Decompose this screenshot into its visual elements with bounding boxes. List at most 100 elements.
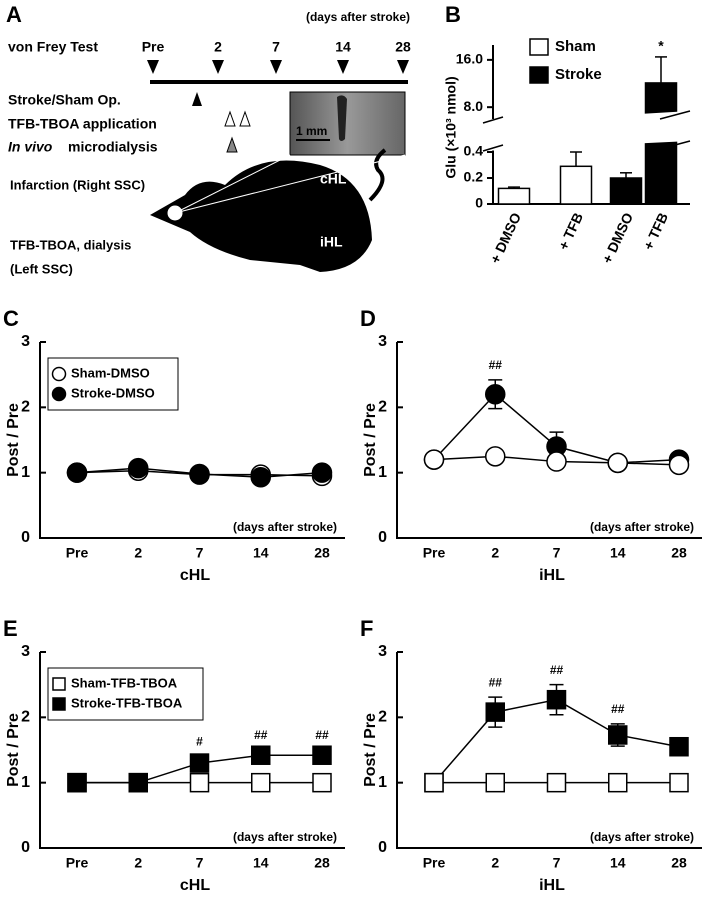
marker: [66, 462, 88, 483]
marker: [189, 463, 210, 485]
legend-label: Stroke-DMSO: [71, 385, 155, 400]
y-tick-label: 1: [21, 774, 30, 791]
legend-swatch: [52, 697, 66, 711]
bar: [559, 165, 593, 205]
timeline-label: 2: [214, 39, 222, 55]
note: (days after stroke): [233, 830, 337, 844]
x-tick-label: 2: [491, 545, 499, 561]
legend-label: Stroke-TFB-TBOA: [71, 695, 183, 710]
marker: [669, 772, 689, 793]
marker: [128, 772, 148, 793]
axes: [396, 652, 702, 849]
marker: [485, 702, 505, 722]
panel-letter: A: [6, 2, 22, 27]
legend-swatch: [529, 38, 549, 56]
y-tick-label: 1: [378, 774, 387, 791]
marker: [251, 772, 271, 793]
marker: [189, 753, 210, 773]
row-label: TFB-TBOA application: [8, 116, 157, 132]
row-label: In vivo: [8, 139, 53, 155]
bar: [609, 177, 643, 205]
legend-label: Sham-TFB-TBOA: [71, 675, 178, 690]
x-tick-label: 2: [134, 545, 142, 561]
x-tick-label: 14: [253, 545, 269, 561]
y-tick-label: 0: [21, 839, 30, 856]
test-label: von Frey Test: [8, 39, 98, 55]
y-label: Post / Pre: [5, 713, 22, 787]
marker: [67, 772, 87, 793]
annotation: *: [658, 38, 664, 54]
dialysis-arrow: [226, 136, 238, 153]
y-tick-label: 2: [21, 709, 30, 726]
inset-line: [174, 154, 406, 214]
row-label: microdialysis: [68, 139, 158, 155]
x-tick-label: + TFB: [555, 210, 586, 252]
tfb-arrows: [224, 110, 251, 127]
timeline-label: 7: [272, 39, 280, 55]
note: (days after stroke): [233, 520, 337, 534]
marker: [250, 466, 271, 488]
x-tick-label: 2: [134, 855, 142, 871]
side-label: (Left SSC): [10, 261, 73, 276]
x-tick-label: 28: [314, 855, 330, 871]
bar: [497, 187, 531, 205]
x-tick-label: Pre: [66, 855, 89, 871]
marker: [311, 462, 333, 483]
legend-swatch: [51, 386, 67, 402]
note: (days after stroke): [590, 830, 694, 844]
marker: [608, 772, 628, 793]
scale-label: 1 mm: [296, 124, 327, 138]
y-tick-label: 0.2: [464, 169, 484, 185]
marker: [668, 454, 690, 476]
y-tick-label: 3: [21, 333, 30, 350]
marker: [607, 452, 628, 474]
infarction-label: Infarction (Right SSC): [10, 177, 145, 192]
y-label: Post / Pre: [362, 403, 379, 477]
marker: [128, 457, 149, 479]
legend-label: Stroke: [555, 66, 602, 83]
x-label: cHL: [180, 567, 210, 584]
legend-label: Sham-DMSO: [71, 365, 150, 380]
x-tick-label: Pre: [66, 545, 89, 561]
timeline-label: 14: [335, 39, 351, 55]
marker: [424, 772, 444, 793]
x-tick-label: 14: [610, 545, 626, 561]
legend-swatch: [52, 677, 66, 691]
y-tick-label: 0.4: [464, 143, 484, 159]
y-tick-label: 1: [21, 464, 30, 481]
marker: [546, 451, 567, 472]
panel-letter: D: [360, 306, 376, 331]
y-tick-label: 3: [378, 643, 387, 660]
y-tick-label: 0: [378, 529, 387, 546]
y-tick-label: 0: [378, 839, 387, 856]
timeline-arrows: [147, 60, 409, 74]
x-tick-label: 14: [253, 855, 269, 871]
panel-letter: C: [3, 306, 19, 331]
note: (days after stroke): [590, 520, 694, 534]
annotation: ##: [611, 702, 625, 716]
annotation: ##: [489, 358, 503, 372]
x-label: iHL: [539, 567, 565, 584]
marker: [608, 725, 628, 745]
marker: [546, 689, 567, 710]
marker: [312, 745, 332, 765]
timeline-label: 28: [395, 39, 411, 55]
panel-letter: F: [360, 616, 373, 641]
x-tick-label: 14: [610, 855, 626, 871]
bar: [644, 82, 678, 205]
tail: [368, 148, 387, 202]
x-tick-label: Pre: [423, 855, 446, 871]
x-tick-label: 7: [196, 545, 204, 561]
x-tick-label: + DMSO: [487, 210, 524, 266]
region-label: iHL: [320, 234, 343, 250]
row-label: Stroke/Sham Op.: [8, 92, 121, 108]
annotation: ##: [550, 663, 564, 677]
y-label: Post / Pre: [362, 713, 379, 787]
lesion: [337, 95, 347, 141]
x-tick-label: 28: [671, 855, 687, 871]
y-label: Glu (×10³ nmol): [443, 76, 459, 178]
marker: [251, 745, 271, 765]
y-tick-label: 1: [378, 464, 387, 481]
y-label: Post / Pre: [5, 403, 22, 477]
legend-swatch: [529, 66, 549, 84]
